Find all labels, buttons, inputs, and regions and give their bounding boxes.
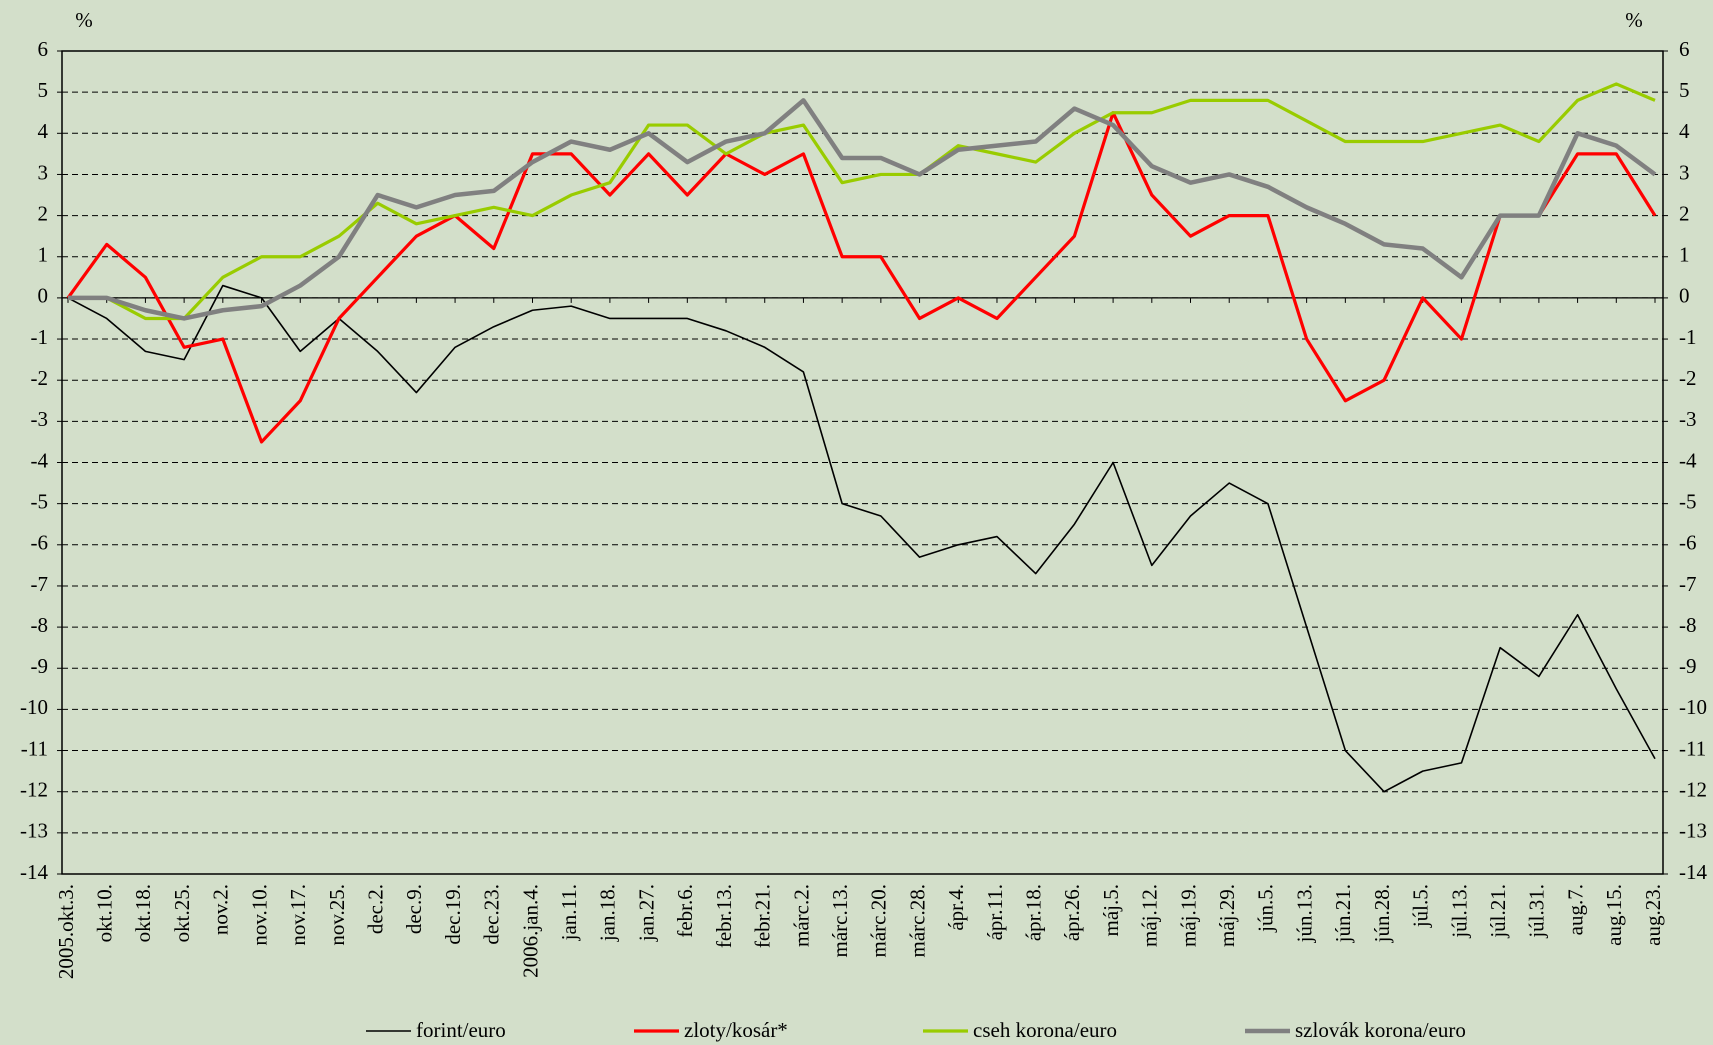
x-tick-label: febr.6. [673,884,697,938]
legend-label: cseh korona/euro [973,1018,1117,1042]
y2-tick-label: -13 [1679,819,1707,843]
x-tick-label: febr.21. [751,884,775,948]
x-tick-label: febr.13. [712,884,736,948]
x-tick-label: aug.7. [1563,884,1587,935]
legend-label: zloty/kosár* [684,1018,788,1042]
y-tick-label: -5 [31,489,49,513]
y-tick-label: 6 [38,37,49,61]
x-tick-label: jan.18. [596,884,620,942]
y-tick-label: 4 [38,119,49,143]
x-tick-label: márc.13. [828,884,852,957]
x-tick-label: jan.11. [557,884,581,941]
y-tick-label: -1 [31,325,49,349]
y2-tick-label: 5 [1679,78,1690,102]
x-tick-label: júl.5. [1409,884,1433,928]
y-tick-label: -8 [31,613,49,637]
y2-tick-label: -7 [1679,572,1697,596]
x-tick-label: jún.21. [1331,884,1355,943]
y2-tick-label: -3 [1679,407,1697,431]
x-tick-label: okt.10. [93,884,117,942]
y-tick-label: 3 [38,160,49,184]
legend-label: forint/euro [416,1018,506,1042]
x-tick-label: júl.13. [1447,884,1471,939]
x-tick-label: nov.10. [247,884,271,946]
legend-label: szlovák korona/euro [1295,1018,1466,1042]
page: % % -14-13-12-11-10-9-8-7-6-5-4-3-2-1012… [0,0,1713,1045]
y2-axis-label: % [1625,8,1643,32]
y2-tick-label: -8 [1679,613,1697,637]
x-tick-label: jún.13. [1292,884,1316,943]
y-tick-label: -10 [20,695,48,719]
y2-tick-label: -2 [1679,366,1697,390]
y2-tick-label: -12 [1679,778,1707,802]
x-tick-label: ápr.4. [944,884,968,931]
x-tick-label: okt.25. [170,884,194,942]
x-tick-label: nov.17. [286,884,310,946]
x-tick-label: okt.18. [131,884,155,942]
y2-tick-label: 2 [1679,201,1690,225]
y-tick-label: 2 [38,201,49,225]
x-tick-label: ápr.11. [983,884,1007,940]
y-tick-label: 1 [38,243,49,267]
x-tick-label: jan.27. [634,884,658,942]
x-tick-label: márc.2. [789,884,813,947]
y2-tick-label: 6 [1679,37,1690,61]
chart: % % -14-13-12-11-10-9-8-7-6-5-4-3-2-1012… [0,0,1713,1045]
x-tick-label: dec.19. [441,884,465,945]
y-tick-label: -6 [31,531,49,555]
x-tick-label: ápr.26. [1060,884,1084,941]
x-tick-label: nov.2. [209,884,233,935]
y-tick-label: -12 [20,778,48,802]
x-tick-label: jún.28. [1370,884,1394,943]
y-tick-label: -4 [31,448,49,472]
y2-tick-label: 0 [1679,284,1690,308]
x-tick-label: nov.25. [325,884,349,946]
x-tick-label: máj.19. [1176,884,1200,947]
x-tick-label: aug.23. [1641,884,1665,946]
y2-tick-label: -6 [1679,531,1697,555]
x-tick-label: júl.21. [1486,884,1510,939]
y-tick-label: 0 [38,284,49,308]
y2-tick-label: -10 [1679,695,1707,719]
x-tick-label: máj.29. [1215,884,1239,947]
y2-tick-label: 3 [1679,160,1690,184]
x-tick-label: máj.5. [1099,884,1123,937]
x-tick-label: ápr.18. [1021,884,1045,941]
y-tick-label: -14 [20,860,48,884]
y2-tick-label: -1 [1679,325,1697,349]
y2-tick-label: 1 [1679,243,1690,267]
x-tick-label: márc.20. [867,884,891,957]
y-tick-label: -2 [31,366,49,390]
y-tick-label: -3 [31,407,49,431]
x-tick-label: 2006.jan.4. [518,884,542,978]
y-axis-label: % [75,8,93,32]
y2-tick-label: -9 [1679,654,1697,678]
y-tick-label: -11 [21,736,48,760]
x-tick-label: dec.9. [402,884,426,934]
y2-tick-label: -11 [1679,736,1706,760]
y-tick-label: -13 [20,819,48,843]
x-tick-label: jún.5. [1254,884,1278,933]
y-tick-label: -9 [31,654,49,678]
x-tick-label: júl.31. [1525,884,1549,939]
y2-tick-label: -5 [1679,489,1697,513]
x-tick-label: dec.23. [480,884,504,945]
x-tick-label: 2005.okt.3. [54,884,78,979]
y-tick-label: 5 [38,78,49,102]
y2-tick-label: -14 [1679,860,1707,884]
x-tick-label: dec.2. [363,884,387,934]
x-tick-label: aug.15. [1602,884,1626,946]
x-tick-label: márc.28. [905,884,929,957]
y2-tick-label: 4 [1679,119,1690,143]
y2-tick-label: -4 [1679,448,1697,472]
y-tick-label: -7 [31,572,49,596]
x-tick-label: máj.12. [1138,884,1162,947]
